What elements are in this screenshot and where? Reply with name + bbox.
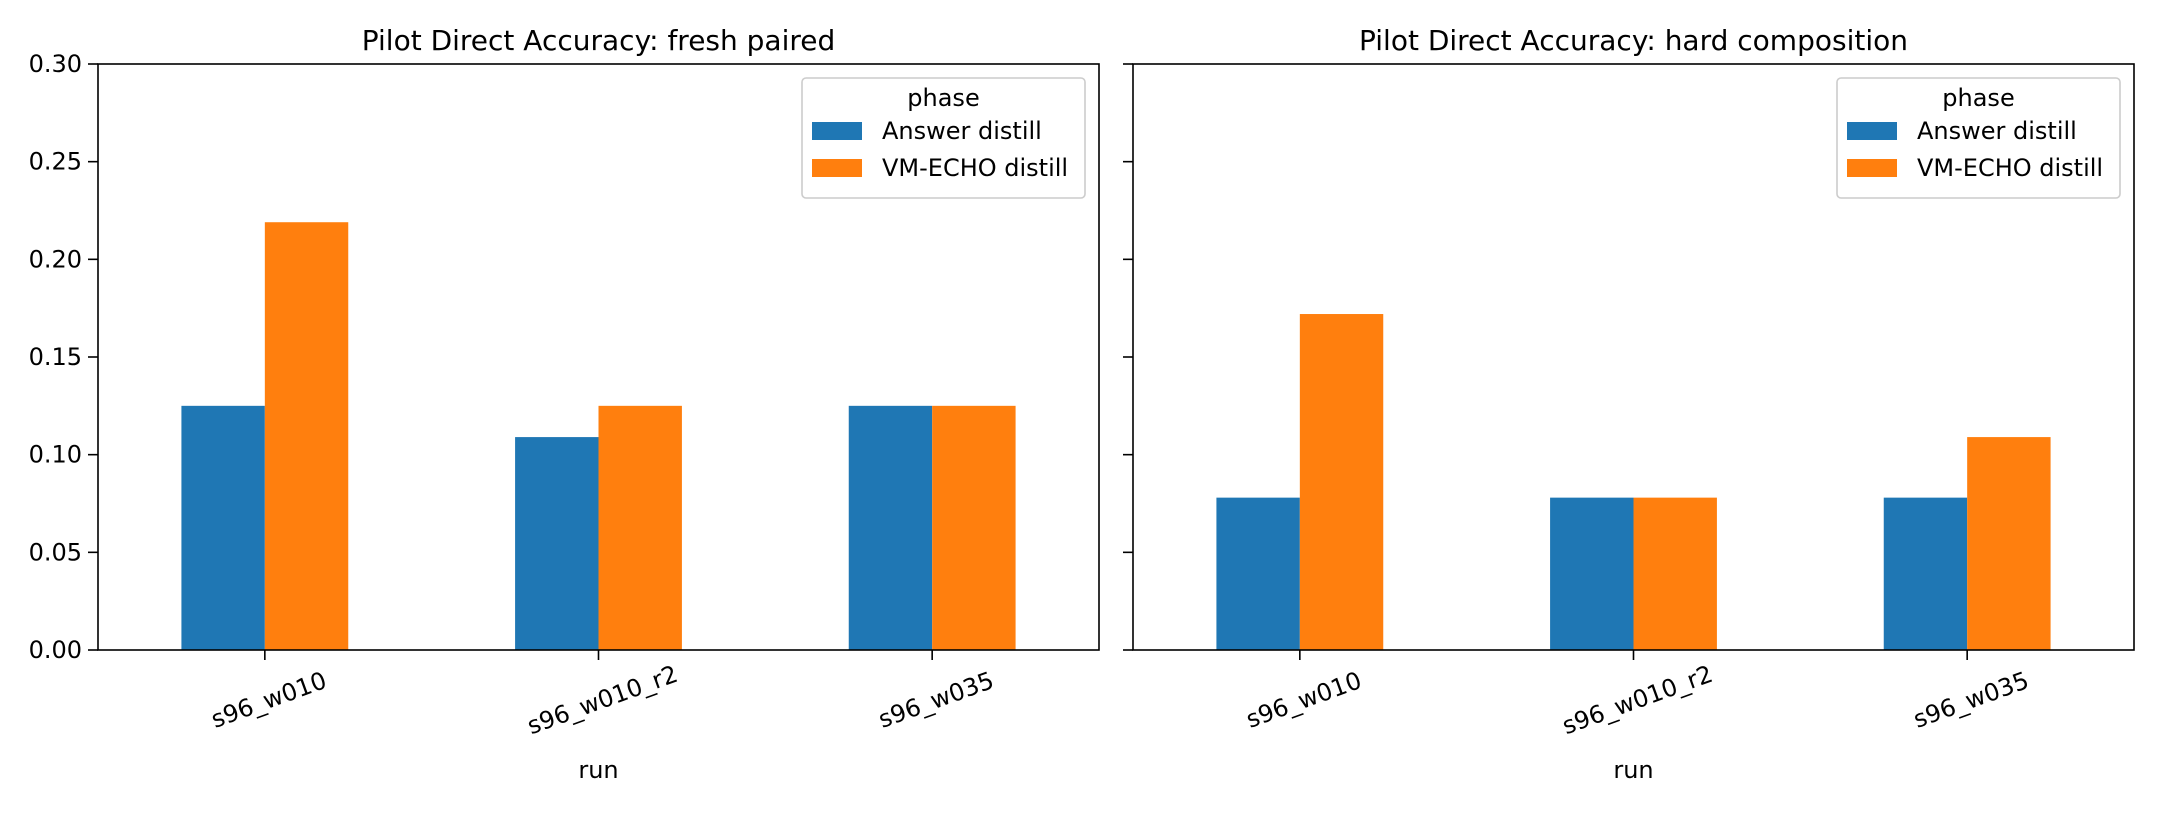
x-tick-label: s96_w035 — [1910, 666, 2033, 734]
bar-answer-distill — [181, 405, 265, 650]
y-tick-label: 0.20 — [29, 245, 82, 273]
y-tick-label: 0.10 — [29, 441, 82, 469]
legend: phase Answer distill VM-ECHO distill — [1836, 77, 2121, 199]
bar-vm-echo-distill — [1633, 497, 1717, 650]
chart-panel-1: 0.00 0.05 0.10 0.15 0.20 0.25 0.30 s96_w010 s96_… — [29, 24, 1100, 784]
x-axis-label: run — [1613, 756, 1653, 784]
legend-swatch — [812, 122, 862, 140]
chart-title: Pilot Direct Accuracy: hard composition — [1359, 24, 1908, 57]
legend-title: phase — [1942, 84, 2014, 112]
legend-entry: Answer distill — [1917, 117, 2077, 145]
legend-box — [801, 77, 1086, 199]
bar-vm-echo-distill — [1299, 314, 1384, 650]
x-tick-label: s96_w010 — [207, 666, 330, 734]
y-tick-label: 0.00 — [29, 636, 82, 664]
x-axis-label: run — [578, 756, 618, 784]
bar-answer-distill — [1883, 497, 1968, 650]
chart-title: Pilot Direct Accuracy: fresh paired — [362, 24, 836, 57]
y-tick-label: 0.25 — [29, 148, 82, 176]
legend-swatch — [812, 159, 862, 177]
bar-answer-distill — [1550, 497, 1634, 650]
x-tick-label: s96_w035 — [875, 666, 998, 734]
legend-box — [1836, 77, 2121, 199]
x-tick-label: s96_w010 — [1242, 666, 1365, 734]
bar-vm-echo-distill — [598, 405, 682, 650]
bar-answer-distill — [515, 437, 599, 650]
plot-frame — [1132, 63, 2135, 651]
bar-answer-distill — [1216, 497, 1300, 650]
bar-vm-echo-distill — [1967, 437, 2051, 650]
y-tick-label: 0.30 — [29, 50, 82, 78]
y-tick-label: 0.15 — [29, 343, 82, 371]
bar-answer-distill — [848, 405, 933, 650]
legend: phase Answer distill VM-ECHO distill — [801, 77, 1086, 199]
legend-title: phase — [907, 84, 979, 112]
bar-vm-echo-distill — [264, 222, 349, 650]
plot-frame — [97, 63, 1100, 651]
legend-entry: Answer distill — [882, 117, 1042, 145]
x-tick-label: s96_w010_r2 — [524, 660, 682, 740]
bar-vm-echo-distill — [932, 405, 1016, 650]
legend-entry: VM-ECHO distill — [1917, 154, 2103, 182]
chart-panel-2: s96_w010 s96_w010_r2 s96_w035 Pilot Direct … — [1123, 24, 2135, 784]
legend-entry: VM-ECHO distill — [882, 154, 1068, 182]
y-tick-label: 0.05 — [29, 538, 82, 566]
legend-swatch — [1847, 122, 1897, 140]
legend-swatch — [1847, 159, 1897, 177]
x-tick-label: s96_w010_r2 — [1559, 660, 1717, 740]
